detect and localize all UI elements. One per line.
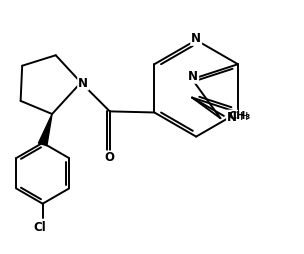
Text: N: N bbox=[227, 110, 237, 123]
Text: CH₃: CH₃ bbox=[228, 111, 250, 121]
Text: H: H bbox=[240, 112, 248, 122]
Text: N: N bbox=[78, 76, 88, 90]
Text: O: O bbox=[105, 151, 115, 164]
Text: Cl: Cl bbox=[33, 221, 46, 234]
Text: N: N bbox=[188, 70, 198, 83]
Text: N: N bbox=[191, 32, 201, 45]
Polygon shape bbox=[38, 114, 52, 146]
